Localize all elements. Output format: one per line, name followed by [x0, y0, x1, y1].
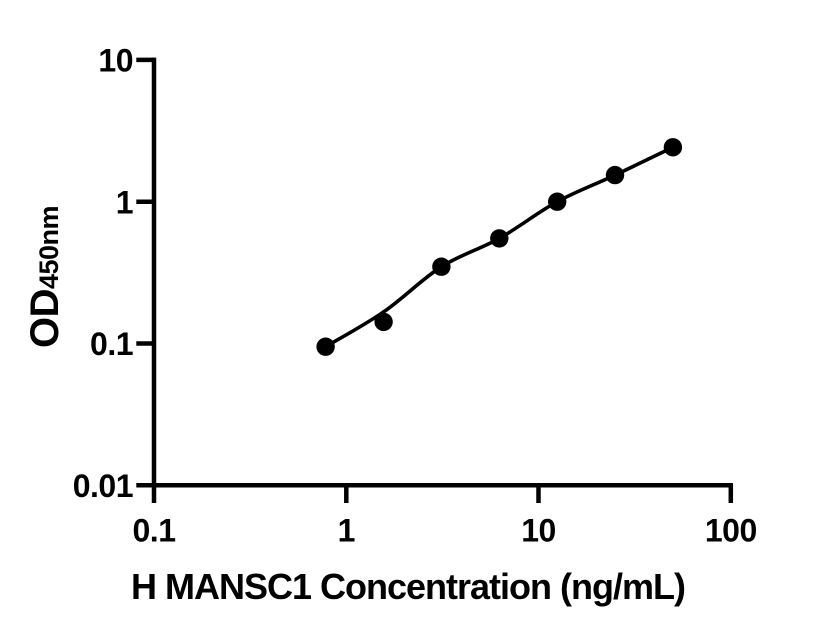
x-tick-label: 100 [705, 512, 757, 548]
data-point-marker [432, 257, 451, 276]
data-point-marker [374, 312, 393, 332]
y-tick-label: 0.01 [73, 468, 133, 504]
data-point-marker [548, 192, 567, 211]
data-point-marker [316, 337, 335, 356]
y-tick-label: 10 [98, 43, 133, 79]
x-tick-label: 1 [338, 512, 355, 548]
x-tick-label: 10 [521, 512, 556, 548]
x-tick-label: 0.1 [133, 512, 176, 548]
y-tick-label: 1 [116, 184, 133, 220]
y-tick-label: 0.1 [90, 326, 133, 362]
y-axis-title-main: OD [23, 289, 67, 348]
x-axis-title: H MANSC1 Concentration (ng/mL) [131, 566, 685, 607]
y-axis-title-subscript: 450nm [34, 206, 64, 289]
data-point-marker [605, 165, 625, 185]
y-axis-title: OD450nm [23, 206, 67, 348]
data-point-marker [490, 229, 509, 248]
data-point-marker [663, 138, 683, 157]
